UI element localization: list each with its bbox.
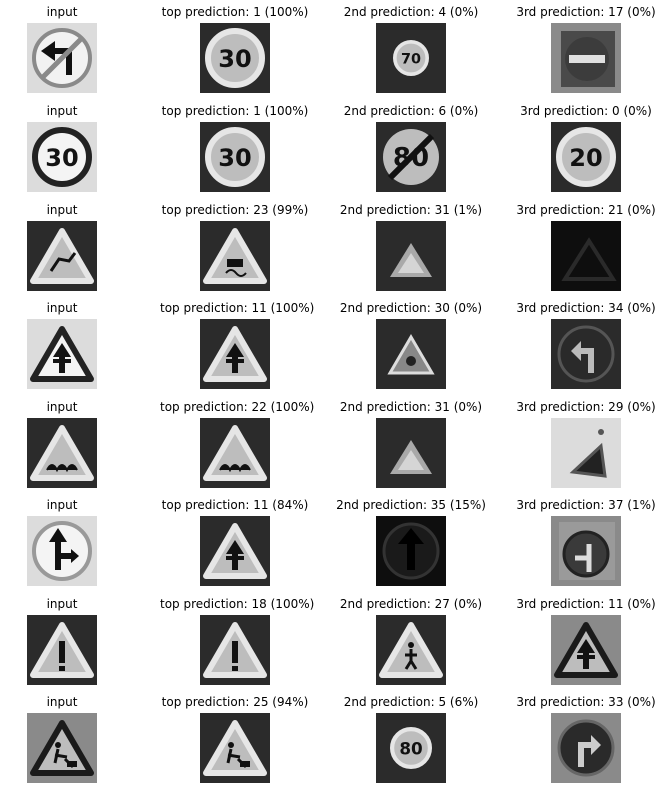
input-caption: input [46, 597, 78, 611]
speed-limit-20-sign-icon: 20 [551, 122, 621, 192]
svg-text:80: 80 [399, 738, 422, 758]
no-left-turn-sign-icon [27, 23, 97, 93]
wild-animals-warning-sign-icon [27, 221, 97, 291]
input-caption: input [46, 5, 78, 19]
slippery-road-warning-sign-icon [200, 221, 270, 291]
blurry-warning-sign-icon [376, 418, 446, 488]
svg-text:30: 30 [218, 45, 251, 73]
prediction-caption: top prediction: 18 (100%) [160, 597, 315, 611]
svg-text:30: 30 [218, 144, 251, 172]
input-caption: input [46, 203, 78, 217]
right-of-way-warning-sign-icon [200, 516, 270, 586]
ice-snow-warning-sign-icon [376, 319, 446, 389]
speed-limit-80-sign-icon: 80 [376, 713, 446, 783]
turn-left-ahead-sign-icon [551, 319, 621, 389]
turn-right-ahead-sign-icon [551, 713, 621, 783]
pedestrians-warning-sign-icon [376, 615, 446, 685]
prediction-caption: 2nd prediction: 30 (0%) [339, 301, 483, 315]
ahead-only-sign-icon [376, 516, 446, 586]
svg-text:70: 70 [401, 51, 421, 67]
prediction-caption: top prediction: 11 (84%) [161, 498, 309, 512]
input-caption: input [46, 301, 78, 315]
prediction-caption: 3rd prediction: 11 (0%) [516, 597, 656, 611]
prediction-caption: 2nd prediction: 4 (0%) [343, 5, 479, 19]
right-of-way-warning-sign-icon [551, 615, 621, 685]
prediction-caption: top prediction: 1 (100%) [161, 104, 309, 118]
prediction-caption: 2nd prediction: 27 (0%) [339, 597, 483, 611]
dark-warning-sign-icon [551, 221, 621, 291]
svg-text:30: 30 [45, 144, 78, 172]
prediction-caption: top prediction: 23 (99%) [161, 203, 309, 217]
general-caution-sign-icon [200, 615, 270, 685]
prediction-caption: 2nd prediction: 31 (0%) [339, 400, 483, 414]
right-of-way-warning-sign-icon [27, 319, 97, 389]
prediction-caption: 2nd prediction: 31 (1%) [339, 203, 483, 217]
bumpy-road-warning-sign-icon [200, 418, 270, 488]
prediction-caption: 3rd prediction: 21 (0%) [516, 203, 656, 217]
road-work-warning-sign-icon [200, 713, 270, 783]
speed-limit-70-sign-icon: 70 [376, 23, 446, 93]
prediction-caption: 3rd prediction: 37 (1%) [516, 498, 656, 512]
input-caption: input [46, 498, 78, 512]
prediction-caption: 2nd prediction: 5 (6%) [343, 695, 479, 709]
prediction-caption: 3rd prediction: 34 (0%) [516, 301, 656, 315]
speed-limit-30-sign-icon: 30 [200, 122, 270, 192]
prediction-caption: 3rd prediction: 33 (0%) [516, 695, 656, 709]
prediction-caption: top prediction: 25 (94%) [161, 695, 309, 709]
prediction-caption: 3rd prediction: 17 (0%) [516, 5, 656, 19]
prediction-caption: top prediction: 22 (100%) [160, 400, 315, 414]
svg-text:20: 20 [569, 144, 602, 172]
prediction-caption: 2nd prediction: 6 (0%) [343, 104, 479, 118]
tilted-warning-sign-icon [551, 418, 621, 488]
prediction-caption: top prediction: 11 (100%) [160, 301, 315, 315]
general-caution-sign-icon [27, 615, 97, 685]
speed-limit-30-sign-icon: 30 [200, 23, 270, 93]
road-work-warning-sign-icon [27, 713, 97, 783]
speed-limit-30-sign-icon: 30 [27, 122, 97, 192]
input-caption: input [46, 104, 78, 118]
prediction-caption: 2nd prediction: 35 (15%) [336, 498, 486, 512]
straight-or-right-sign-icon [27, 516, 97, 586]
input-caption: input [46, 400, 78, 414]
blurry-warning-sign-icon [376, 221, 446, 291]
prediction-caption: top prediction: 1 (100%) [161, 5, 309, 19]
no-entry-sign-icon [551, 23, 621, 93]
prediction-caption: 3rd prediction: 29 (0%) [516, 400, 656, 414]
prediction-caption: 3rd prediction: 0 (0%) [520, 104, 652, 118]
end-speed-limit-80-sign-icon: 80 [376, 122, 446, 192]
right-of-way-warning-sign-icon [200, 319, 270, 389]
bumpy-road-warning-sign-icon [27, 418, 97, 488]
go-straight-or-left-sign-icon [551, 516, 621, 586]
input-caption: input [46, 695, 78, 709]
